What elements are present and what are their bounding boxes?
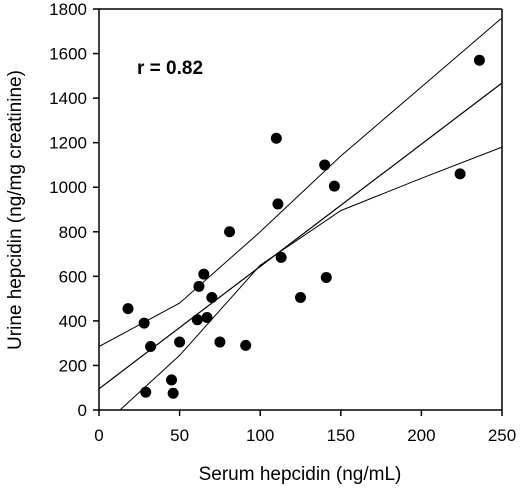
x-tick-label: 200 <box>407 426 435 445</box>
y-tick-label: 200 <box>59 356 87 375</box>
x-tick-label: 250 <box>488 426 516 445</box>
data-point <box>319 159 331 171</box>
data-point <box>270 132 282 144</box>
data-point <box>193 280 205 292</box>
lower-confidence-line <box>119 146 503 411</box>
data-points <box>122 54 485 399</box>
data-point <box>201 312 213 324</box>
correlation-annotation: r = 0.82 <box>137 58 203 79</box>
data-point <box>174 336 186 348</box>
data-point <box>140 386 152 398</box>
data-point <box>224 226 236 238</box>
y-axis-title: Urine hepcidin (ng/mg creatinine) <box>5 70 26 350</box>
y-ticks: 0 200 400 600 800 1000 1200 1400 1600 1800 <box>49 0 99 420</box>
data-point <box>206 291 218 303</box>
x-tick-label: 100 <box>246 426 274 445</box>
x-tick-label: 0 <box>94 426 103 445</box>
y-tick-label: 400 <box>59 312 87 331</box>
x-tick-label: 50 <box>170 426 189 445</box>
y-tick-label: 1800 <box>49 0 87 19</box>
regression-line <box>98 82 503 390</box>
data-point <box>473 54 485 66</box>
data-point <box>167 387 179 399</box>
data-point <box>454 168 466 180</box>
y-tick-label: 1200 <box>49 134 87 153</box>
data-point <box>240 339 252 351</box>
data-point <box>122 303 134 315</box>
y-tick-label: 800 <box>59 223 87 242</box>
data-point <box>191 314 203 326</box>
data-point <box>295 291 306 303</box>
x-tick-label: 150 <box>327 426 355 445</box>
y-tick-label: 600 <box>59 267 87 286</box>
y-tick-label: 1400 <box>49 89 87 108</box>
fit-lines <box>98 17 503 411</box>
x-ticks: 0 50 100 150 200 250 <box>94 410 516 445</box>
data-point <box>275 251 287 263</box>
y-tick-label: 1000 <box>49 178 87 197</box>
data-point <box>214 336 226 348</box>
data-point <box>145 341 157 353</box>
data-point <box>320 271 332 283</box>
y-tick-label: 1600 <box>49 45 87 64</box>
data-point <box>328 180 340 192</box>
data-point <box>138 317 150 329</box>
upper-confidence-line <box>98 17 503 347</box>
y-tick-label: 0 <box>78 401 87 420</box>
data-point <box>272 198 284 210</box>
plot-axes <box>98 8 503 411</box>
x-axis-title: Serum hepcidin (ng/mL) <box>199 464 402 485</box>
data-point <box>166 374 178 386</box>
data-point <box>198 268 210 280</box>
